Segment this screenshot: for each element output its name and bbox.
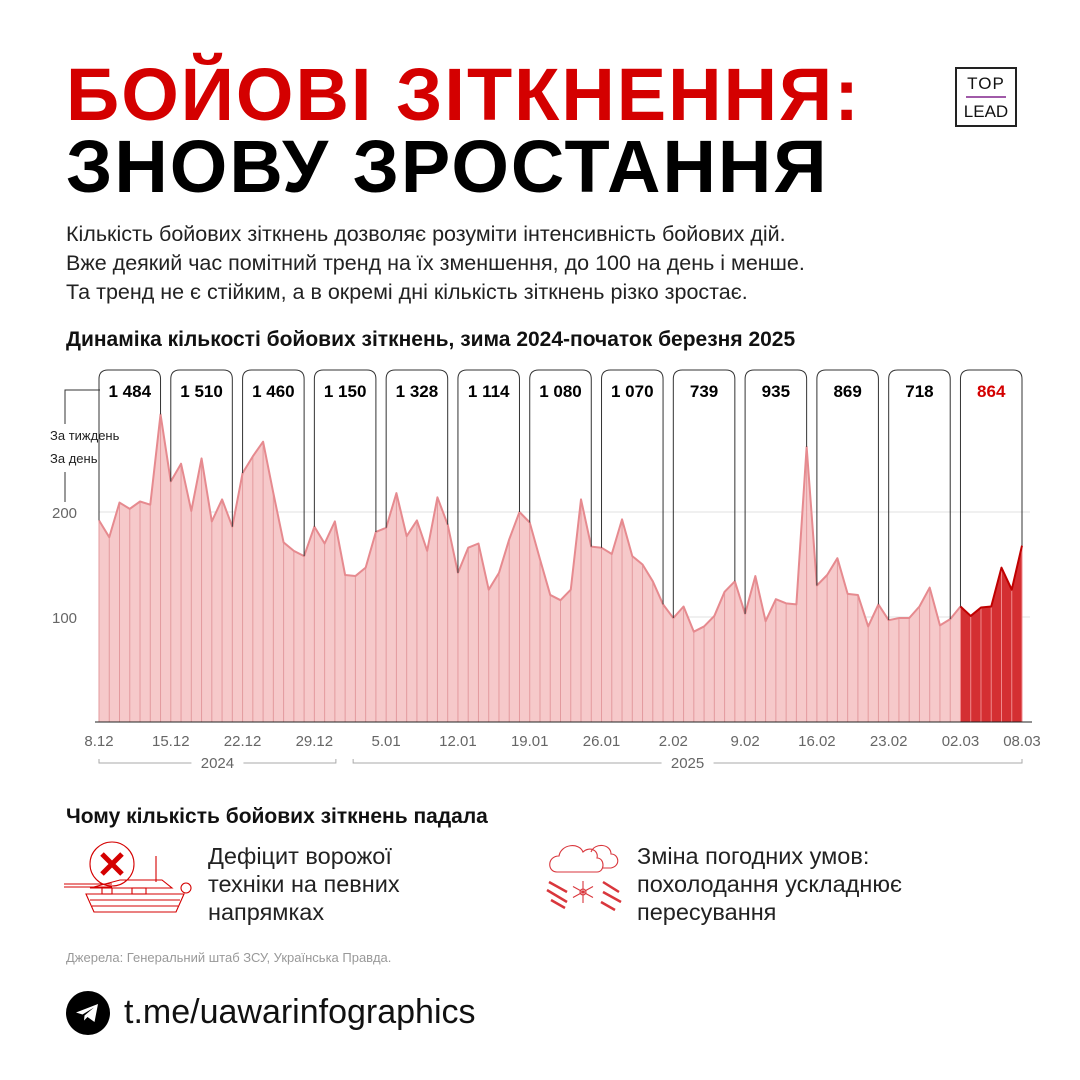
top-lead-logo: TOP LEAD: [955, 67, 1017, 127]
weekly-box: [313, 369, 377, 532]
x-tick-label: 9.02: [730, 733, 759, 750]
chart-title: Динаміка кількості бойових зіткнень, зим…: [66, 328, 796, 351]
weekly-box: [98, 369, 162, 521]
weekly-box: [457, 369, 520, 573]
x-tick-label: 2.02: [659, 733, 688, 750]
weekly-total-label: 1 070: [611, 382, 654, 401]
legend-gap: [100, 385, 104, 395]
x-tick-label: 29.12: [296, 733, 334, 750]
year-bracket: [98, 759, 337, 764]
x-tick-label: 22.12: [224, 733, 262, 750]
weekly-total-label: 1 150: [324, 382, 367, 401]
year-label: 2025: [671, 755, 704, 772]
weekly-total-label: 869: [833, 382, 861, 401]
weekly-box: [744, 369, 808, 614]
weekly-total-label: 1 080: [539, 382, 582, 401]
reasons-heading: Чому кількість бойових зіткнень падала: [66, 805, 488, 828]
weekly-total-label: 1 510: [180, 382, 223, 401]
intro-line: Кількість бойових зіткнень дозволяє розу…: [66, 222, 786, 246]
x-tick-label: 12.01: [439, 733, 477, 750]
telegram-icon[interactable]: [66, 991, 110, 1035]
telegram-link[interactable]: t.me/uawarinfographics: [124, 993, 476, 1031]
logo-bottom-text: LEAD: [963, 102, 1009, 121]
reason-line: Дефіцит ворожої: [208, 843, 392, 869]
x-tick-label: 19.01: [511, 733, 549, 750]
x-tick-label: 8.12: [84, 733, 113, 750]
year-bracket: [352, 759, 1023, 764]
weekly-box: [959, 369, 1023, 607]
intro-line: Вже деякий час помітний тренд на їх змен…: [66, 251, 805, 275]
weekly-box: [242, 369, 305, 557]
weekly-box: [601, 369, 664, 605]
intro-text: Кількість бойових зіткнень дозволяє розу…: [66, 220, 805, 307]
weekly-total-label: 935: [762, 382, 790, 401]
title-line-2: ЗНОВУ ЗРОСТАННЯ: [66, 125, 829, 208]
intro-line: Та тренд не є стійким, а в окремі дні кі…: [66, 280, 748, 304]
weekly-box: [888, 369, 951, 621]
logo-divider: [966, 96, 1006, 98]
x-tick-label: 23.02: [870, 733, 908, 750]
weekly-total-label: 1 114: [468, 382, 510, 401]
destroyed-tank-icon: [64, 841, 192, 913]
combat-clashes-chart: 100 200 1 484 1 510 1 460 1 150 1 328 1 114 1 0…: [50, 369, 1041, 772]
y-tick-label: 200: [52, 505, 77, 522]
x-tick-label: 08.03: [1003, 733, 1041, 750]
year-label: 2024: [201, 755, 234, 772]
weekly-total-label: 739: [690, 382, 718, 401]
reason-line: техніки на певних: [208, 871, 400, 897]
logo-top-text: TOP: [967, 74, 1005, 93]
title-line-1: БОЙОВІ ЗІТКНЕННЯ:: [66, 53, 861, 136]
legend-weekly: За тиждень: [50, 428, 120, 443]
reason-line: похолодання ускладнює: [637, 871, 902, 897]
reason-line: напрямках: [208, 899, 325, 925]
weekly-total-label: 864: [977, 382, 1006, 401]
weekly-box: [672, 369, 736, 619]
y-tick-label: 100: [52, 610, 77, 627]
x-tick-label: 15.12: [152, 733, 190, 750]
weekly-total-label: 1 484: [108, 382, 151, 401]
x-tick-label: 02.03: [942, 733, 980, 750]
weekly-box: [385, 369, 449, 528]
x-tick-label: 16.02: [798, 733, 836, 750]
reason-equipment-deficit: Дефіцит ворожої техніки на певних напрям…: [208, 842, 400, 926]
daily-line-highlight: [959, 545, 1023, 617]
legend-daily: За день: [50, 451, 98, 466]
reason-line: Зміна погодних умов:: [637, 843, 870, 869]
weekly-total-label: 718: [905, 382, 933, 401]
snow-cloud-icon: [546, 844, 622, 912]
x-tick-label: 5.01: [372, 733, 401, 750]
sources-note: Джерела: Генеральний штаб ЗСУ, Українськ…: [66, 950, 392, 965]
weekly-total-label: 1 328: [396, 382, 439, 401]
weekly-box: [816, 369, 879, 605]
x-tick-label: 26.01: [583, 733, 621, 750]
weekly-total-label: 1 460: [252, 382, 295, 401]
weekly-box: [170, 369, 233, 527]
reason-weather: Зміна погодних умов: похолодання ускладн…: [637, 842, 902, 926]
legend-bracket: [64, 389, 100, 502]
reason-line: пересування: [637, 899, 777, 925]
weekly-box: [529, 369, 592, 547]
